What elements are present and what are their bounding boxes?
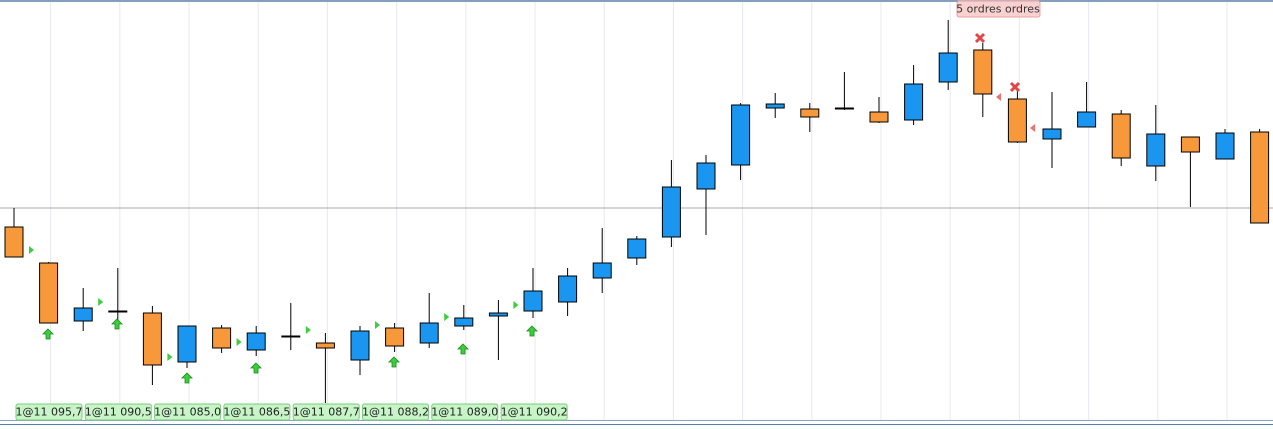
candle-body	[142, 312, 162, 366]
candle-body	[73, 307, 93, 322]
candle-body	[1180, 136, 1200, 153]
plot	[0, 20, 1273, 403]
candle-body	[385, 327, 405, 347]
candle-body	[696, 162, 716, 190]
candle-body	[1146, 133, 1166, 167]
buy-arrow	[526, 325, 538, 337]
order-label: 1@11 090,2	[501, 406, 568, 419]
buy-triangle	[375, 321, 380, 329]
candle-body	[419, 322, 439, 344]
candle-body	[731, 104, 751, 166]
buy-arrow	[457, 343, 469, 355]
sell-triangle	[1030, 124, 1035, 132]
grid	[50, 2, 1228, 420]
buy-triangle	[29, 246, 34, 254]
order-label-box	[431, 403, 499, 421]
buy-arrows	[42, 318, 538, 384]
sell-markers	[974, 32, 1035, 132]
order-label-box	[500, 403, 568, 421]
buy-triangle	[167, 353, 173, 361]
order-badge	[956, 0, 1041, 18]
buy-arrow	[388, 356, 400, 368]
buy-arrow	[250, 362, 262, 374]
candle-body	[1077, 111, 1097, 128]
candle-body	[488, 312, 508, 317]
candle-body	[4, 226, 24, 258]
orders: 1@11 095,7 1@11 090,5 1@11 085,0 1@11 086,5…	[15, 403, 568, 421]
candle-body	[627, 238, 647, 259]
candle-body	[281, 335, 301, 338]
order-label: 1@11 086,5	[223, 406, 290, 419]
order-label-box	[292, 403, 360, 421]
candle-body	[592, 262, 612, 279]
candle-body	[869, 111, 889, 123]
order-badge-text: 5 ordres ordres	[956, 3, 1040, 16]
candle-body	[1111, 113, 1131, 159]
order-label-box	[362, 403, 429, 421]
candle-body	[558, 275, 578, 303]
order-label: 1@11 089,0	[431, 406, 498, 419]
candle-body	[454, 317, 474, 327]
buy-arrow	[42, 328, 54, 340]
candle-body	[938, 52, 958, 83]
buy-triangle	[98, 298, 104, 306]
sell-cross	[1009, 81, 1021, 93]
candle-body	[1042, 128, 1062, 140]
candle-body	[523, 290, 543, 312]
order-label-box	[15, 403, 83, 421]
candle-body	[765, 103, 785, 109]
order-label: 1@11 088,2	[362, 406, 429, 419]
order-label-box	[84, 403, 152, 421]
candle-body	[108, 310, 128, 313]
sell-triangle	[996, 93, 1001, 101]
order-label: 1@11 087,7	[293, 406, 360, 419]
buy-triangle	[444, 313, 450, 321]
candle-body	[661, 186, 681, 238]
buy-arrow	[111, 318, 123, 330]
candle-body	[212, 327, 232, 349]
candle-body	[1007, 98, 1027, 143]
candle-body	[39, 262, 59, 324]
order-label: 1@11 095,7	[16, 406, 83, 419]
buy-arrow	[181, 372, 193, 384]
order-label: 1@11 090,5	[85, 406, 152, 419]
candle-body	[973, 49, 993, 95]
candle-body	[350, 330, 370, 361]
buy-triangle	[236, 338, 242, 346]
buy-triangle	[513, 301, 519, 309]
candle-body	[177, 325, 197, 363]
order-label-box	[223, 403, 291, 421]
candle-body	[1250, 131, 1270, 224]
candle-body	[904, 83, 924, 121]
candle-body	[315, 342, 335, 349]
candle-body	[800, 108, 820, 118]
candle-body	[246, 332, 266, 351]
order-label: 1@11 085,0	[154, 406, 221, 419]
candle-body	[834, 107, 854, 110]
order-label-box	[154, 403, 222, 421]
candle-body	[1215, 132, 1235, 160]
sell-cross	[974, 32, 986, 44]
buy-triangle	[305, 326, 311, 334]
